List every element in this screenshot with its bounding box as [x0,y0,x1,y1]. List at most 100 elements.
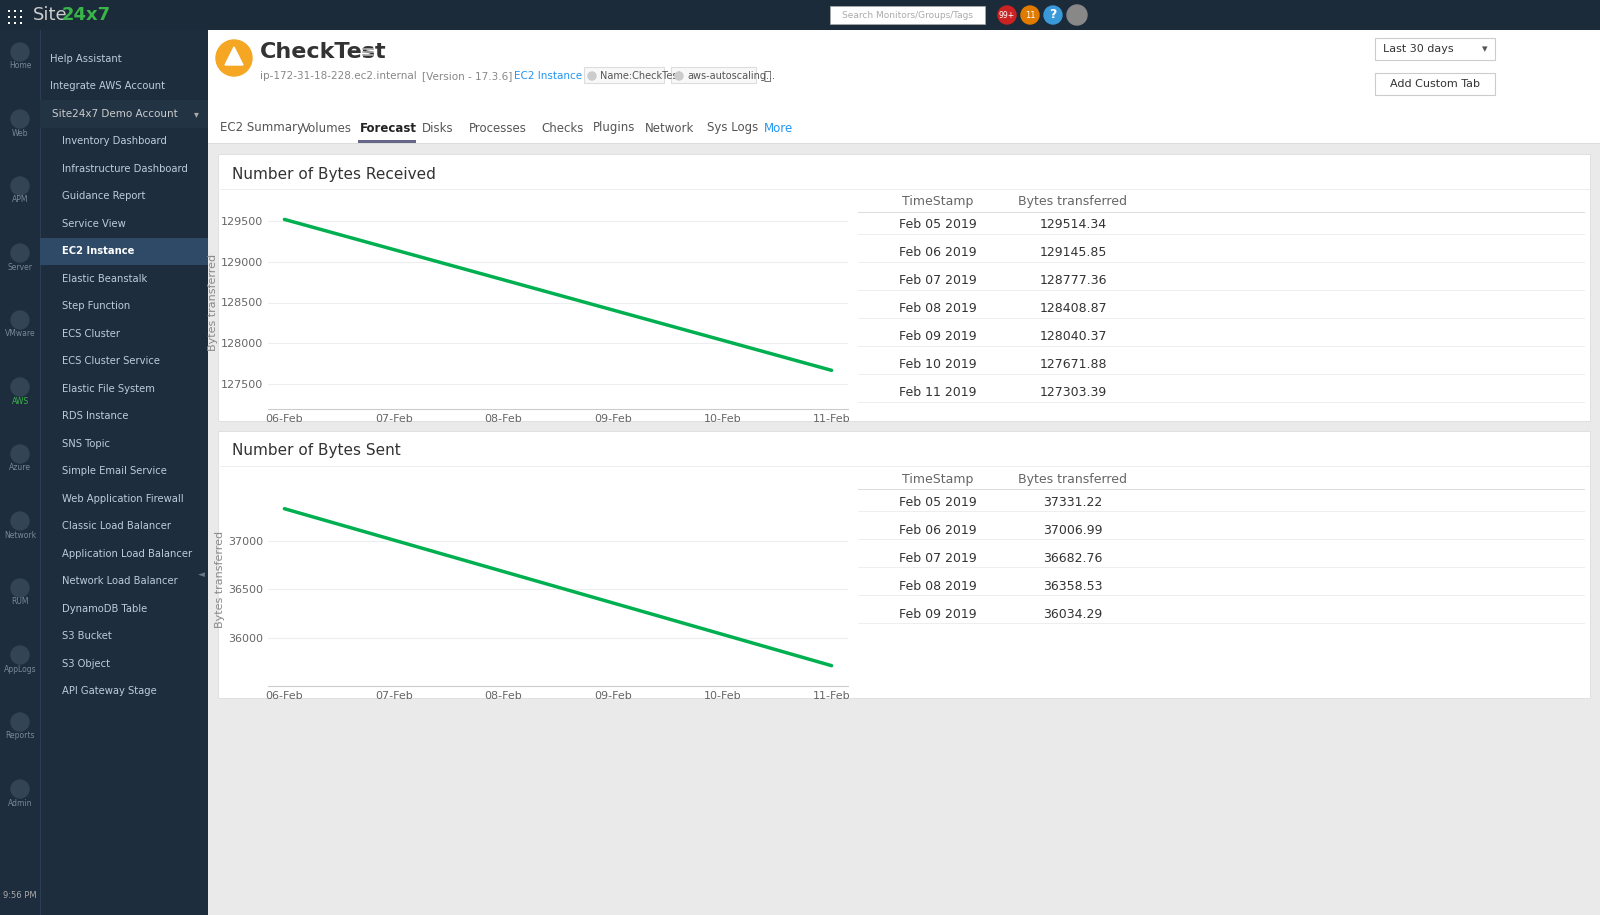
Text: Step Function: Step Function [62,301,130,311]
Text: Reports: Reports [5,731,35,740]
Text: aws-autoscaling...: aws-autoscaling... [686,71,774,81]
Circle shape [11,579,29,597]
Bar [858,595,1586,596]
Bar [218,466,1590,467]
Text: Site24x7 Demo Account: Site24x7 Demo Account [51,109,178,119]
Circle shape [11,177,29,195]
Text: Elastic File System: Elastic File System [62,383,155,393]
Circle shape [1021,6,1038,24]
Text: 129514.34: 129514.34 [1040,219,1107,231]
Text: API Gateway Stage: API Gateway Stage [62,686,157,696]
Text: Application Load Balancer: Application Load Balancer [62,549,192,559]
Bar [830,6,986,24]
Bar [858,623,1586,624]
Text: Sys Logs: Sys Logs [707,122,758,135]
Text: Plugins: Plugins [594,122,635,135]
Bar [14,10,16,12]
Text: Site: Site [34,6,67,24]
Text: [Version - 17.3.6]: [Version - 17.3.6] [422,71,512,81]
Bar [858,539,1586,540]
Text: ECS Cluster Service: ECS Cluster Service [62,356,160,366]
Bar [19,22,22,25]
Circle shape [589,72,595,80]
Text: Classic Load Balancer: Classic Load Balancer [62,522,171,532]
Text: Feb 07 2019: Feb 07 2019 [899,274,978,287]
Text: 129145.85: 129145.85 [1040,246,1107,260]
Bar [8,10,10,12]
Text: 36682.76: 36682.76 [1043,552,1102,565]
Bar [40,238,208,265]
Bar [858,262,1586,263]
Bar [208,30,1600,112]
Text: Feb 11 2019: Feb 11 2019 [899,386,976,400]
Text: 127671.88: 127671.88 [1040,359,1107,371]
Text: Feb 07 2019: Feb 07 2019 [899,552,978,565]
Text: Name:CheckTest: Name:CheckTest [600,71,682,81]
Bar [858,212,1586,213]
Text: RUM: RUM [11,597,29,607]
Circle shape [1043,6,1062,24]
Text: EC2 Instance: EC2 Instance [62,246,134,256]
Text: Server: Server [8,263,32,272]
Text: Azure: Azure [10,464,30,472]
Bar [218,154,1590,421]
Text: ?: ? [1050,8,1056,21]
Bar [0,30,40,915]
Text: Forecast: Forecast [360,122,418,135]
Text: 128777.36: 128777.36 [1040,274,1107,287]
Text: ECS Cluster: ECS Cluster [62,328,120,339]
Text: !: ! [232,55,237,65]
Bar [358,140,416,143]
Text: Number of Bytes Received: Number of Bytes Received [232,167,435,181]
Text: S3 Object: S3 Object [62,659,110,669]
Text: 24x7: 24x7 [62,6,110,24]
Circle shape [11,244,29,262]
Bar [858,567,1586,568]
Circle shape [675,72,683,80]
Circle shape [1067,5,1086,25]
Text: Network: Network [645,122,694,135]
Circle shape [11,646,29,664]
Text: VMware: VMware [5,329,35,339]
Text: 99+: 99+ [998,10,1014,19]
Bar [584,67,664,83]
Bar [8,16,10,18]
Text: AppLogs: AppLogs [3,664,37,673]
Text: Web Application Firewall: Web Application Firewall [62,494,184,504]
Text: Network: Network [3,531,37,540]
Text: ▾: ▾ [1482,44,1488,54]
Text: Processes: Processes [469,122,526,135]
Text: EC2 Summary: EC2 Summary [221,122,304,135]
Text: 9:56 PM: 9:56 PM [3,890,37,899]
Circle shape [11,110,29,128]
Text: Feb 06 2019: Feb 06 2019 [899,246,978,260]
Bar [858,489,1586,490]
Text: Feb 08 2019: Feb 08 2019 [899,303,978,316]
Text: S3 Bucket: S3 Bucket [62,631,112,641]
Bar [14,22,16,25]
Text: Disks: Disks [422,122,454,135]
Text: Checks: Checks [541,122,584,135]
Circle shape [11,311,29,329]
Text: Admin: Admin [8,799,32,808]
Bar [218,189,1590,190]
Bar [14,16,16,18]
Text: Service View: Service View [62,219,126,229]
Text: ▾: ▾ [194,109,198,119]
Text: Inventory Dashboard: Inventory Dashboard [62,136,166,146]
Bar [19,10,22,12]
Bar [40,30,208,915]
Text: 37331.22: 37331.22 [1043,496,1102,509]
Bar [8,22,10,25]
Text: Bytes transferred: Bytes transferred [1019,472,1128,486]
Circle shape [11,378,29,396]
Text: 128408.87: 128408.87 [1038,303,1107,316]
Circle shape [11,43,29,61]
Bar [208,112,1600,144]
Bar [670,67,757,83]
Text: ip-172-31-18-228.ec2.internal: ip-172-31-18-228.ec2.internal [259,71,416,81]
Text: AWS: AWS [11,396,29,405]
Bar [858,511,1586,512]
Bar [19,16,22,18]
Circle shape [11,780,29,798]
